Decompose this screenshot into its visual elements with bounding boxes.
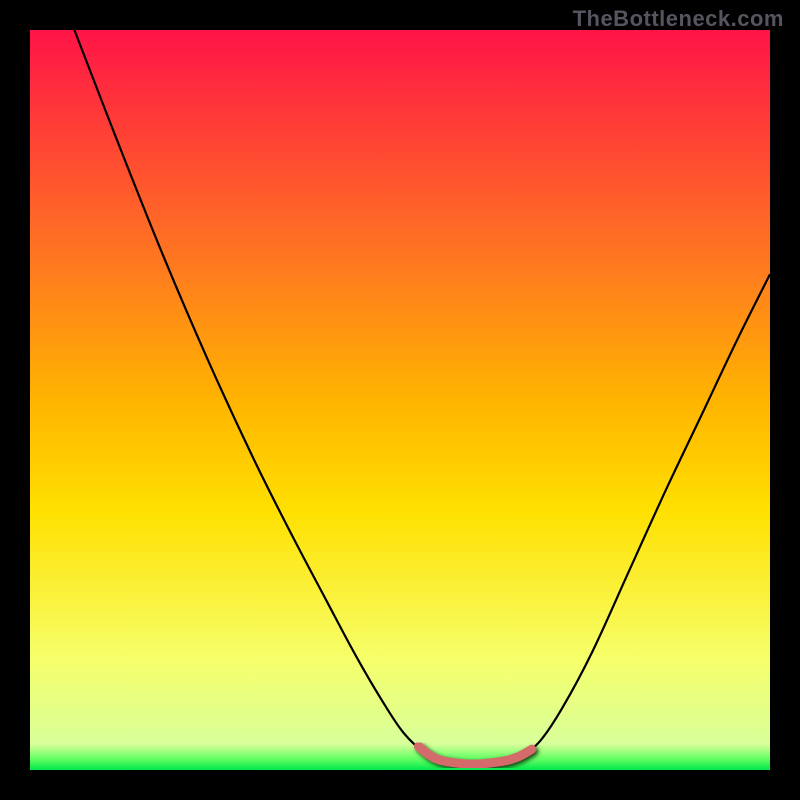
gradient-background [30, 30, 770, 770]
plot-area [30, 30, 770, 770]
plot-svg [30, 30, 770, 770]
chart-container: TheBottleneck.com [0, 0, 800, 800]
watermark-text: TheBottleneck.com [573, 6, 784, 32]
